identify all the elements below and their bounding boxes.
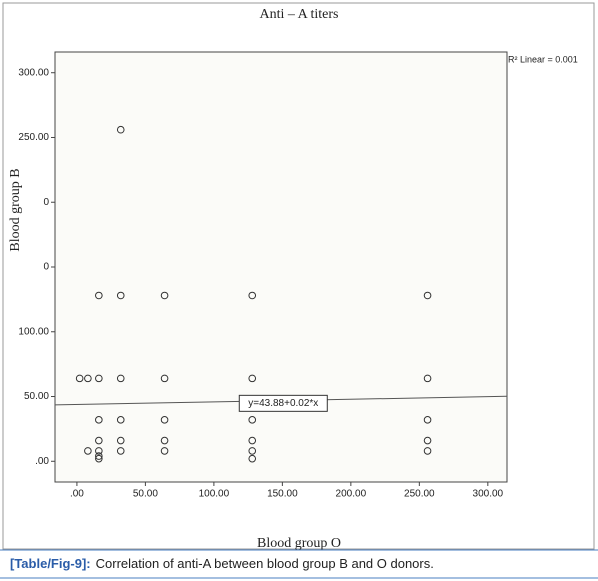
y-tick-label: 100.00 xyxy=(18,326,49,337)
point xyxy=(248,416,257,424)
point xyxy=(423,436,432,445)
point xyxy=(160,447,169,455)
y-tick-label: 250.00 xyxy=(18,132,49,143)
x-tick-label: 300.00 xyxy=(473,489,504,500)
point xyxy=(116,291,125,300)
point xyxy=(95,454,103,463)
point xyxy=(84,374,92,383)
y-tick-label: 0 xyxy=(43,262,49,273)
point xyxy=(160,291,169,300)
y-tick-label: .00 xyxy=(35,456,49,467)
y-tick-label: 50.00 xyxy=(24,391,49,402)
x-axis-label: Blood group O xyxy=(257,536,341,551)
y-axis-label: Blood group B xyxy=(8,168,23,251)
point xyxy=(84,447,92,455)
point xyxy=(423,447,432,455)
point xyxy=(95,436,103,445)
point xyxy=(95,416,103,424)
x-tick-label: 200.00 xyxy=(336,489,367,500)
fit-label: y=43.88+0.02*x xyxy=(248,398,318,409)
chart-title: Anti – A titers xyxy=(260,7,339,22)
point xyxy=(95,291,103,300)
point xyxy=(160,374,169,383)
point xyxy=(116,125,125,134)
x-tick-label: 150.00 xyxy=(267,489,298,500)
point xyxy=(160,436,169,445)
x-tick-label: 250.00 xyxy=(404,489,435,500)
point xyxy=(116,374,125,383)
point xyxy=(248,436,257,445)
y-tick-label: 300.00 xyxy=(18,67,49,78)
point xyxy=(160,416,169,424)
caption: [Table/Fig-9]: Correlation of anti-A betw… xyxy=(10,556,434,571)
point xyxy=(116,416,125,424)
point xyxy=(248,454,257,463)
x-tick-label: 100.00 xyxy=(199,489,230,500)
point xyxy=(95,374,103,383)
x-tick-label: 50.00 xyxy=(133,489,158,500)
point xyxy=(116,436,125,445)
point xyxy=(95,452,103,460)
point xyxy=(95,447,103,455)
fit-label-box xyxy=(238,394,328,412)
point xyxy=(423,374,432,383)
y-tick-label: 0 xyxy=(43,197,49,208)
point xyxy=(75,374,84,383)
point xyxy=(248,374,257,383)
caption-label: [Table/Fig-9]: xyxy=(10,556,91,571)
point xyxy=(248,291,257,300)
point xyxy=(248,447,257,455)
point xyxy=(116,447,125,455)
r2-label: R² Linear = 0.001 xyxy=(508,54,578,64)
caption-text: Correlation of anti-A between blood grou… xyxy=(96,556,434,571)
point xyxy=(423,291,432,300)
x-tick-label: .00 xyxy=(70,489,84,500)
point xyxy=(423,416,432,424)
